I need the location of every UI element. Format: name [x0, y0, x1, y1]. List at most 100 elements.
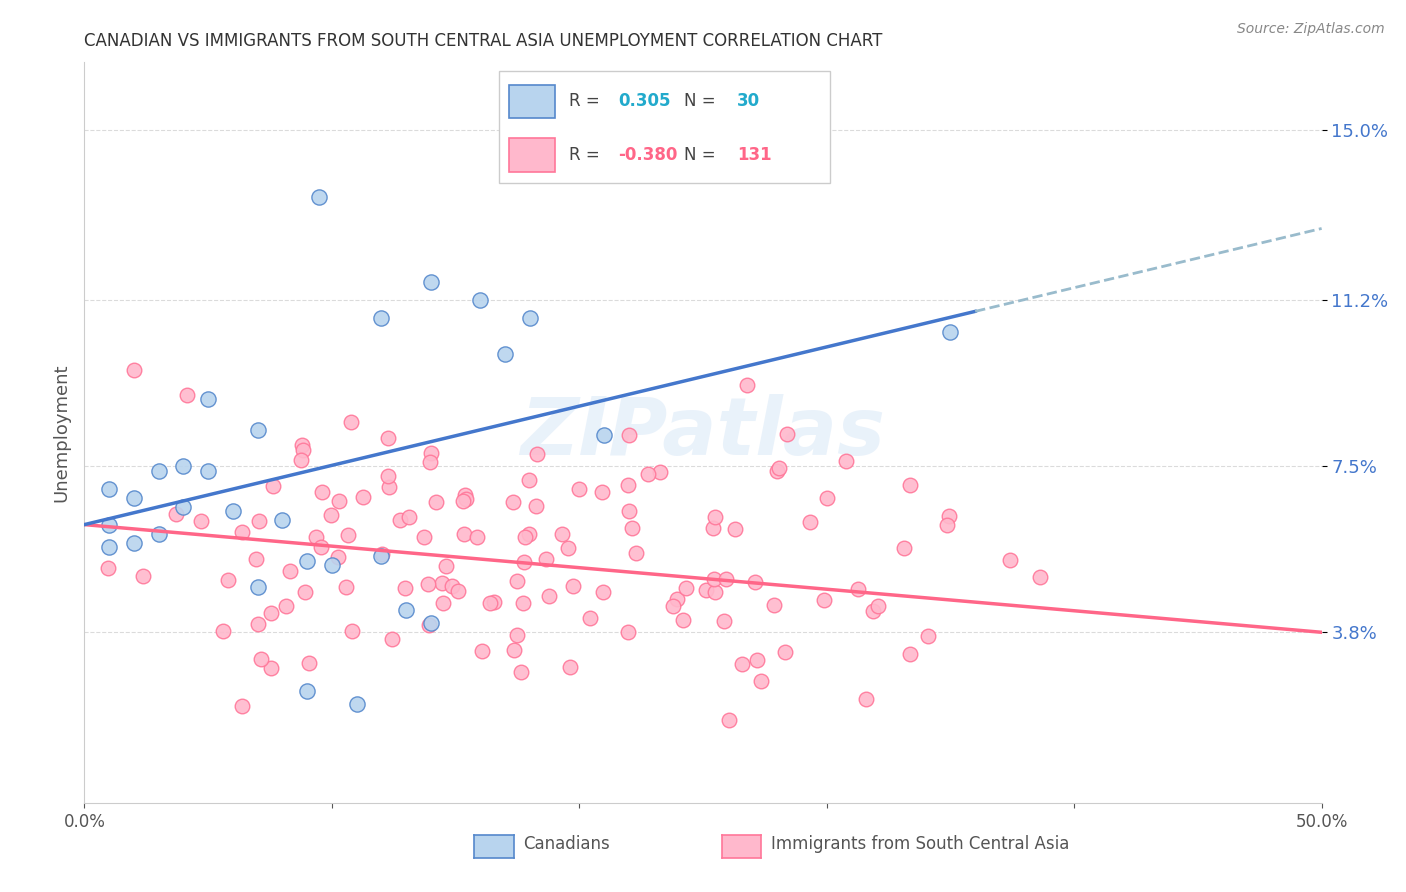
Point — [370, 549, 392, 563]
Point — [494, 347, 516, 361]
Point — [744, 575, 766, 590]
Point — [454, 488, 477, 502]
Point — [260, 606, 283, 620]
Point — [278, 564, 301, 578]
Point — [776, 426, 799, 441]
Point — [456, 491, 478, 506]
Point — [308, 190, 330, 204]
Point — [893, 541, 915, 556]
Point — [398, 510, 420, 524]
Point — [370, 547, 392, 561]
Point — [432, 596, 454, 610]
Point — [172, 459, 194, 474]
Point — [526, 447, 548, 461]
Point — [868, 599, 890, 613]
Point — [321, 558, 343, 572]
Point — [713, 614, 735, 628]
Point — [231, 699, 253, 714]
Point — [148, 464, 170, 478]
FancyBboxPatch shape — [509, 85, 555, 119]
Point — [172, 500, 194, 514]
Point — [593, 428, 616, 442]
Point — [425, 494, 447, 508]
FancyBboxPatch shape — [509, 138, 555, 171]
Point — [637, 467, 659, 482]
Point — [328, 493, 350, 508]
Point — [292, 443, 315, 458]
Point — [309, 540, 332, 554]
Point — [335, 580, 357, 594]
Text: -0.380: -0.380 — [619, 146, 678, 164]
FancyBboxPatch shape — [499, 71, 830, 183]
Point — [762, 598, 785, 612]
Point — [249, 651, 271, 665]
Point — [132, 569, 155, 583]
Point — [526, 499, 548, 513]
Text: N =: N = — [685, 93, 721, 111]
Point — [519, 311, 541, 326]
Point — [122, 363, 145, 377]
Text: Immigrants from South Central Asia: Immigrants from South Central Asia — [770, 835, 1070, 853]
Point — [509, 665, 531, 679]
Point — [381, 632, 404, 646]
Point — [370, 311, 392, 326]
Point — [591, 485, 613, 500]
Point — [471, 644, 494, 658]
Point — [724, 522, 747, 536]
Point — [936, 518, 959, 533]
Point — [336, 528, 359, 542]
Point — [536, 552, 558, 566]
Text: CANADIAN VS IMMIGRANTS FROM SOUTH CENTRAL ASIA UNEMPLOYMENT CORRELATION CHART: CANADIAN VS IMMIGRANTS FROM SOUTH CENTRA… — [84, 32, 883, 50]
Point — [294, 584, 316, 599]
Point — [395, 603, 418, 617]
Point — [616, 624, 638, 639]
Point — [813, 592, 835, 607]
Point — [298, 657, 321, 671]
Point — [502, 495, 524, 509]
Text: R =: R = — [568, 93, 605, 111]
Point — [648, 466, 671, 480]
Text: 0.305: 0.305 — [619, 93, 671, 111]
Point — [276, 599, 298, 614]
Point — [311, 484, 333, 499]
Point — [617, 504, 640, 518]
Point — [430, 575, 453, 590]
Point — [855, 692, 877, 706]
Point — [290, 453, 312, 467]
Point — [148, 526, 170, 541]
Point — [568, 482, 591, 496]
Point — [246, 581, 269, 595]
Point — [245, 552, 267, 566]
Point — [212, 624, 235, 639]
Point — [440, 579, 463, 593]
Point — [1000, 553, 1022, 567]
Point — [513, 555, 536, 569]
Point — [340, 415, 363, 429]
Point — [579, 611, 602, 625]
Point — [557, 541, 579, 556]
Point — [197, 392, 219, 406]
Point — [846, 582, 869, 597]
Point — [378, 479, 401, 493]
Point — [453, 527, 475, 541]
Point — [346, 697, 368, 711]
Point — [176, 388, 198, 402]
Point — [900, 647, 922, 661]
Point — [695, 582, 717, 597]
Point — [503, 643, 526, 657]
Point — [703, 585, 725, 599]
Text: ZIPatlas: ZIPatlas — [520, 393, 886, 472]
Point — [512, 596, 534, 610]
Point — [419, 616, 441, 631]
Point — [246, 616, 269, 631]
Point — [197, 464, 219, 478]
Text: R =: R = — [568, 146, 605, 164]
Point — [1028, 570, 1050, 584]
Text: 30: 30 — [737, 93, 761, 111]
Point — [675, 581, 697, 595]
Point — [190, 514, 212, 528]
Point — [260, 661, 283, 675]
Point — [247, 514, 270, 528]
Text: 131: 131 — [737, 146, 772, 164]
Point — [714, 572, 737, 586]
